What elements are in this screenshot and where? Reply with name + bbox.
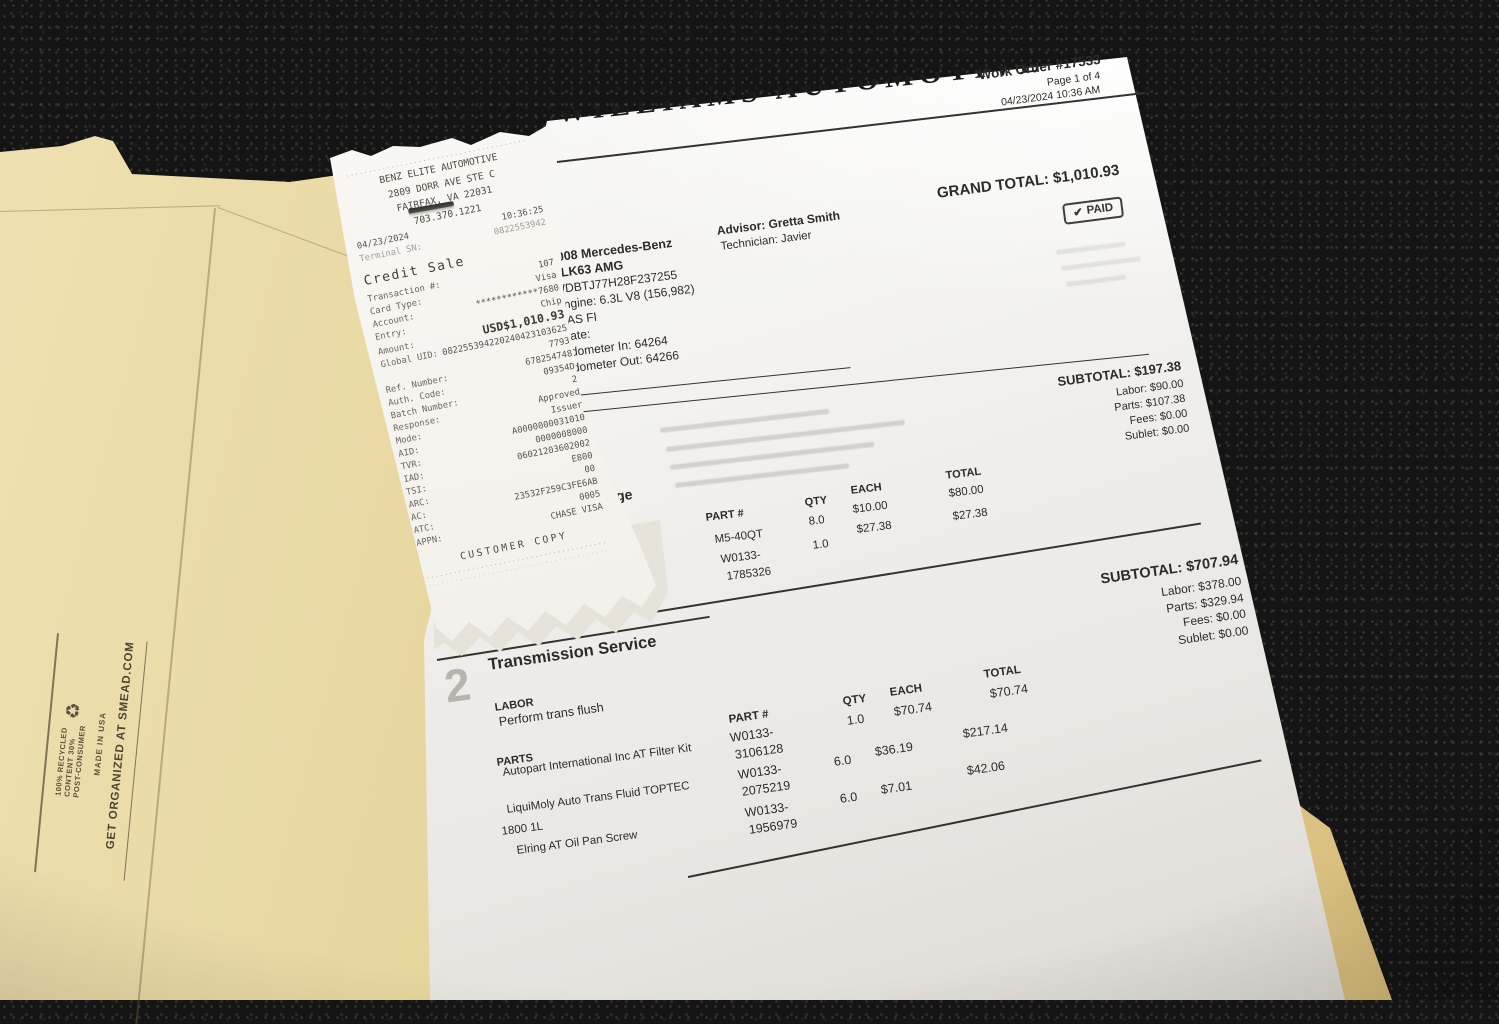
part-name: LiquiMoly Auto Trans Fluid TOPTEC <box>506 779 691 816</box>
qty-cell: 6.0 <box>839 789 859 806</box>
subtotal-block-1: SUBTOTAL: $197.38 Labor: $90.00 Parts: $… <box>947 358 1191 467</box>
col-each-header: EACH <box>889 682 923 699</box>
each-cell: $36.19 <box>874 739 914 759</box>
col-part-header: PART # <box>728 708 770 726</box>
col-total-header: TOTAL <box>983 663 1022 681</box>
faint-text-bar <box>1056 241 1127 255</box>
qty-cell: 1.0 <box>846 711 866 728</box>
part-number: W0133- <box>737 761 783 782</box>
total-cell: $42.06 <box>966 758 1006 778</box>
faint-text-bar <box>1061 256 1142 271</box>
col-each-header: EACH <box>850 481 883 497</box>
total-cell: $70.74 <box>989 681 1029 701</box>
qty-cell: 8.0 <box>808 514 826 528</box>
part-number: 3106128 <box>734 741 785 762</box>
part-number: 1785326 <box>726 565 772 583</box>
faint-text-bar <box>675 463 850 488</box>
col-part-header: PART # <box>705 507 745 524</box>
each-cell: $7.01 <box>880 778 913 797</box>
part-number: M5-40QT <box>714 528 764 546</box>
col-qty-header: QTY <box>804 494 828 509</box>
work-order-content: WILLIAMS AUTOMOTIVE Work Order #17533 Pa… <box>436 52 1262 878</box>
each-cell: $10.00 <box>852 499 889 516</box>
each-cell: $27.38 <box>856 519 893 536</box>
part-name: 1800 1L <box>501 820 544 838</box>
total-cell: $80.00 <box>948 483 985 500</box>
part-number: W0133- <box>729 724 775 745</box>
part-number: 1956979 <box>748 816 799 837</box>
paid-label: PAID <box>1085 201 1114 217</box>
grand-total: GRAND TOTAL: $1,010.93 <box>936 161 1121 202</box>
each-cell: $70.74 <box>893 699 933 719</box>
total-cell: $27.38 <box>952 506 989 523</box>
col-total-header: TOTAL <box>945 465 982 482</box>
subtotal-block-2: SUBTOTAL: $707.94 Labor: $378.00 Parts: … <box>1004 552 1250 672</box>
section-2-number: 2 <box>441 657 474 713</box>
part-number: W0133- <box>744 799 790 820</box>
qty-cell: 6.0 <box>833 752 853 769</box>
part-number: 2075219 <box>741 778 792 799</box>
qty-cell: 1.0 <box>812 538 830 552</box>
faint-text-bar <box>660 408 830 433</box>
check-icon: ✔ <box>1072 206 1084 220</box>
faint-text-bar <box>1066 274 1127 287</box>
col-qty-header: QTY <box>842 692 868 708</box>
total-cell: $217.14 <box>962 720 1009 741</box>
part-number: W0133- <box>720 549 762 566</box>
paid-badge: ✔ PAID <box>1062 196 1125 225</box>
